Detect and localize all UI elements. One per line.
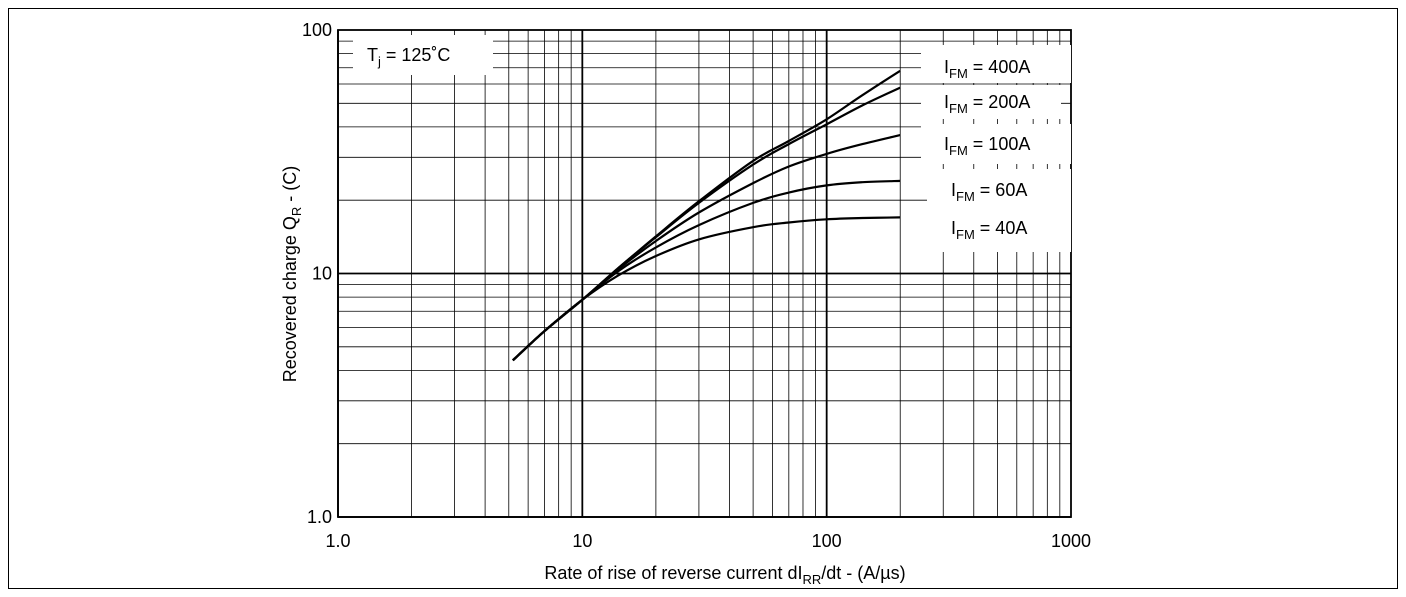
curve-label-bg [927,169,1071,213]
x-tick-label: 1000 [1051,531,1091,551]
curve-label: IFM = 60A [951,180,1027,204]
x-tick-label: 10 [572,531,592,551]
series-line [512,216,901,362]
curve-label-bg [921,45,1071,83]
y-axis-title: Recovered charge QR - (C) [280,166,304,382]
chart-frame: Tj = 125˚C IFM = 400A IFM = 200A IFM = 100A… [8,8,1398,589]
x-tick-label: 100 [812,531,842,551]
curves [512,69,901,362]
condition-label-bg [353,35,493,75]
curve-label: IFM = 100A [944,134,1030,158]
curve-label-bg [921,124,1071,164]
curve-label-bg [927,212,1071,252]
y-tick-label: 1.0 [307,507,332,527]
curve-label: IFM = 400A [944,57,1030,81]
curve-label: IFM = 40A [951,218,1027,242]
y-tick-label: 10 [312,264,332,284]
x-tick-label: 1.0 [325,531,350,551]
x-axis-title: Rate of rise of reverse current dIRR/dt … [544,563,905,587]
condition-label: Tj = 125˚C [367,45,450,69]
recovered-charge-chart: Tj = 125˚C IFM = 400A IFM = 200A IFM = 100A… [280,20,1091,587]
plot-border [337,29,1072,518]
y-tick-label: 100 [302,20,332,40]
curve-label-bg [921,85,1061,119]
curve-label: IFM = 200A [944,92,1030,116]
